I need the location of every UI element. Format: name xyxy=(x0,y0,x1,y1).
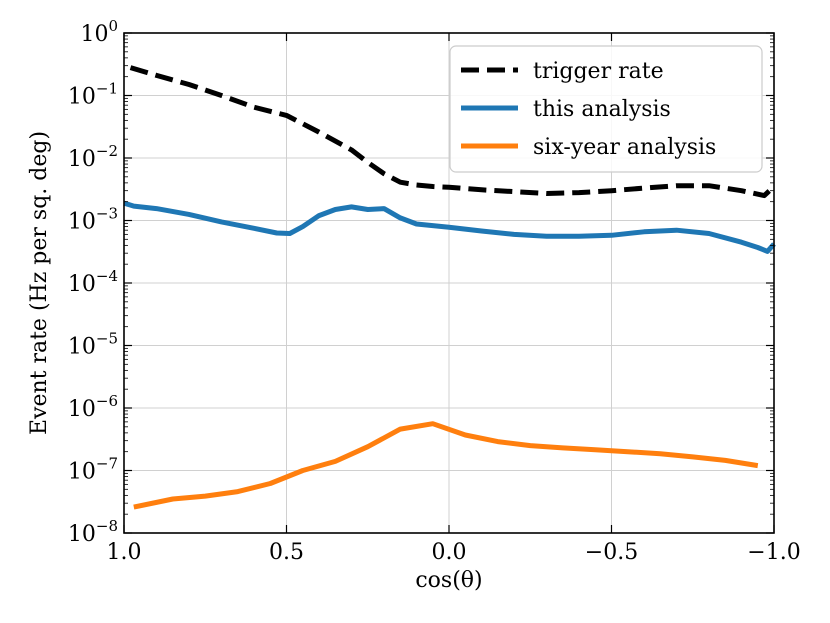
y-tick-label: 10−6 xyxy=(68,392,118,422)
series-line-1 xyxy=(123,200,776,254)
y-axis-title: Event rate (Hz per sq. deg) xyxy=(27,131,52,435)
x-tick-label: −1.0 xyxy=(747,540,800,565)
legend-box xyxy=(449,45,763,173)
x-tick-label: −0.5 xyxy=(585,540,638,565)
y-tick-label: 10−7 xyxy=(68,455,118,485)
y-tick-label: 10−8 xyxy=(68,517,118,547)
y-tick-label: 10−1 xyxy=(68,80,118,110)
x-tick-label: 0.0 xyxy=(432,540,467,565)
y-tick-label: 10−4 xyxy=(68,267,118,297)
y-tick-label: 100 xyxy=(80,17,118,47)
x-tick-label: 1.0 xyxy=(107,540,142,565)
legend-label-2: six-year analysis xyxy=(533,135,716,160)
legend-label-0: trigger rate xyxy=(533,59,664,84)
series-lines xyxy=(123,65,776,510)
y-tick-label: 10−3 xyxy=(68,205,118,235)
y-tick-label: 10−2 xyxy=(68,142,118,172)
legend-label-1: this analysis xyxy=(533,97,671,122)
y-tick-label: 10−5 xyxy=(68,330,118,360)
axis-ticks: 1.0 0.5 0.0 −0.5 −1.0 100 10−1 10−2 10−3 10−4 10−5… xyxy=(68,17,801,565)
series-line-0 xyxy=(129,65,776,199)
x-axis-title: cos(θ) xyxy=(415,568,482,593)
series-line-2 xyxy=(133,421,759,510)
x-tick-label: 0.5 xyxy=(269,540,304,565)
legend: trigger rate this analysis six-year analys… xyxy=(449,45,763,173)
